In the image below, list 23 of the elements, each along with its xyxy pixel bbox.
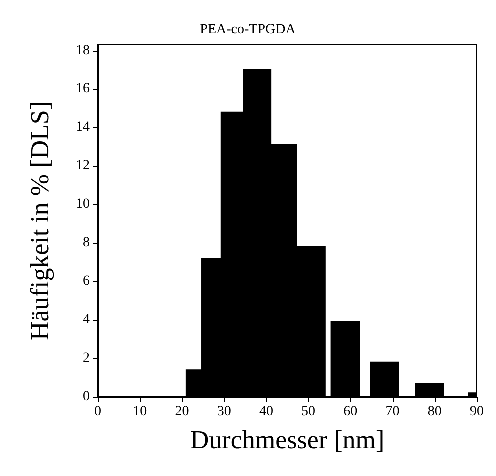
y-tick-label: 8 bbox=[83, 236, 90, 251]
y-tick-label: 18 bbox=[76, 43, 90, 58]
x-tick-label: 0 bbox=[94, 404, 102, 420]
x-tick-label: 40 bbox=[259, 404, 274, 420]
y-tick-label: 16 bbox=[76, 82, 90, 97]
x-axis-title: Durchmesser [nm] bbox=[190, 426, 385, 454]
x-tick-label: 20 bbox=[175, 404, 190, 420]
x-tick-label: 90 bbox=[470, 404, 484, 420]
y-axis-title: Häufigkeit in % [DLS] bbox=[26, 101, 54, 341]
x-tick-label: 80 bbox=[428, 404, 442, 420]
x-tick-label: 60 bbox=[344, 404, 358, 420]
y-tick-label: 0 bbox=[83, 390, 90, 404]
y-tick-label: 14 bbox=[76, 120, 90, 136]
chart-title: PEA-co-TPGDA bbox=[200, 22, 297, 38]
y-tick-label: 10 bbox=[76, 197, 90, 212]
y-tick-label: 12 bbox=[76, 158, 90, 174]
x-tick-label: 70 bbox=[386, 404, 400, 420]
y-tick-label: 4 bbox=[83, 312, 90, 328]
y-tick-label: 2 bbox=[83, 351, 90, 366]
x-tick-label: 30 bbox=[217, 404, 232, 420]
y-tick-label: 6 bbox=[83, 274, 90, 290]
x-tick-label: 50 bbox=[302, 404, 316, 420]
x-tick-label: 10 bbox=[133, 404, 148, 420]
